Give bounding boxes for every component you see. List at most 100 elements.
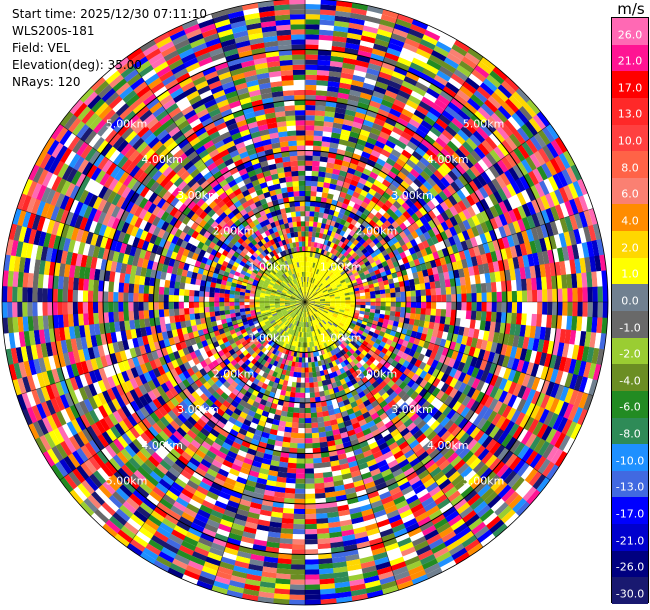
velocity-cell — [322, 466, 332, 473]
velocity-cell — [466, 153, 478, 166]
velocity-cell — [156, 375, 166, 386]
velocity-cell — [324, 306, 330, 309]
velocity-cell — [394, 378, 404, 387]
velocity-cell — [440, 176, 451, 188]
velocity-cell — [151, 377, 161, 388]
velocity-cell — [218, 561, 235, 571]
velocity-cell — [446, 140, 459, 153]
velocity-cell — [59, 393, 70, 409]
velocity-cell — [465, 355, 474, 366]
velocity-cell — [409, 284, 416, 292]
velocity-cell — [314, 335, 318, 342]
velocity-cell — [111, 374, 121, 387]
velocity-cell — [355, 541, 371, 550]
velocity-cell — [493, 376, 504, 389]
velocity-cell — [556, 315, 563, 330]
velocity-cell — [313, 135, 323, 142]
velocity-cell — [508, 167, 520, 182]
velocity-cell — [291, 539, 305, 545]
velocity-cell — [348, 249, 356, 256]
velocity-cell — [319, 259, 324, 266]
velocity-cell — [317, 323, 322, 329]
velocity-cell — [461, 56, 478, 70]
velocity-cell — [462, 435, 474, 448]
velocity-cell — [337, 345, 344, 352]
velocity-cell — [441, 302, 447, 310]
velocity-cell — [310, 356, 315, 363]
velocity-cell — [476, 464, 489, 478]
velocity-cell — [183, 433, 194, 444]
velocity-cell — [380, 446, 391, 456]
velocity-cell — [310, 196, 317, 202]
velocity-cell — [344, 548, 359, 557]
velocity-cell — [550, 448, 564, 465]
velocity-cell — [324, 324, 329, 330]
velocity-cell — [309, 296, 315, 300]
velocity-cell — [83, 384, 93, 399]
velocity-cell — [426, 394, 436, 404]
velocity-cell — [305, 140, 314, 146]
velocity-cell — [346, 429, 356, 437]
velocity-cell — [529, 240, 538, 255]
velocity-cell — [324, 486, 336, 493]
velocity-cell — [339, 320, 346, 325]
velocity-cell — [307, 251, 311, 257]
velocity-cell — [479, 508, 495, 523]
velocity-cell — [504, 76, 520, 92]
velocity-cell — [304, 508, 317, 515]
velocity-cell — [305, 0, 322, 5]
velocity-cell — [248, 321, 255, 327]
velocity-cell — [145, 474, 159, 487]
velocity-cell — [374, 286, 380, 292]
velocity-cell — [349, 332, 356, 338]
velocity-cell — [518, 483, 533, 499]
velocity-cell — [497, 159, 509, 174]
velocity-cell — [337, 252, 344, 259]
velocity-cell — [376, 28, 393, 39]
velocity-cell — [563, 403, 574, 420]
velocity-cell — [311, 309, 316, 314]
velocity-cell — [166, 361, 175, 371]
velocity-cell — [325, 496, 337, 503]
velocity-cell — [291, 549, 305, 555]
velocity-cell — [380, 495, 394, 505]
velocity-cell — [143, 443, 156, 456]
velocity-cell — [380, 302, 386, 307]
velocity-cell — [284, 390, 291, 397]
velocity-cell — [286, 315, 291, 320]
velocity-cell — [319, 207, 326, 214]
velocity-cell — [305, 105, 316, 111]
velocity-cell — [289, 317, 294, 323]
velocity-cell — [349, 322, 356, 328]
velocity-cell — [331, 382, 338, 389]
velocity-cell — [138, 373, 148, 385]
velocity-cell — [375, 376, 384, 385]
velocity-cell — [511, 476, 525, 492]
velocity-cell — [276, 333, 282, 339]
velocity-cell — [370, 336, 377, 343]
velocity-cell — [495, 281, 502, 293]
velocity-cell — [328, 333, 334, 339]
velocity-cell — [553, 234, 562, 249]
velocity-cell — [310, 246, 314, 253]
velocity-cell — [399, 427, 410, 438]
velocity-cell — [405, 560, 423, 571]
velocity-cell — [327, 252, 333, 259]
velocity-cell — [284, 313, 290, 318]
velocity-cell — [305, 185, 312, 192]
velocity-cell — [447, 358, 456, 369]
velocity-cell — [403, 227, 412, 237]
velocity-cell — [577, 287, 583, 303]
velocity-cell — [316, 289, 322, 294]
velocity-cell — [420, 473, 433, 485]
velocity-cell — [405, 71, 421, 82]
velocity-cell — [345, 253, 352, 260]
velocity-cell — [297, 443, 305, 449]
velocity-cell — [350, 84, 363, 93]
velocity-cell — [485, 311, 492, 322]
velocity-cell — [264, 320, 271, 325]
velocity-cell — [348, 200, 356, 208]
velocity-cell — [266, 350, 272, 358]
velocity-cell — [304, 367, 309, 373]
velocity-cell — [450, 181, 461, 193]
